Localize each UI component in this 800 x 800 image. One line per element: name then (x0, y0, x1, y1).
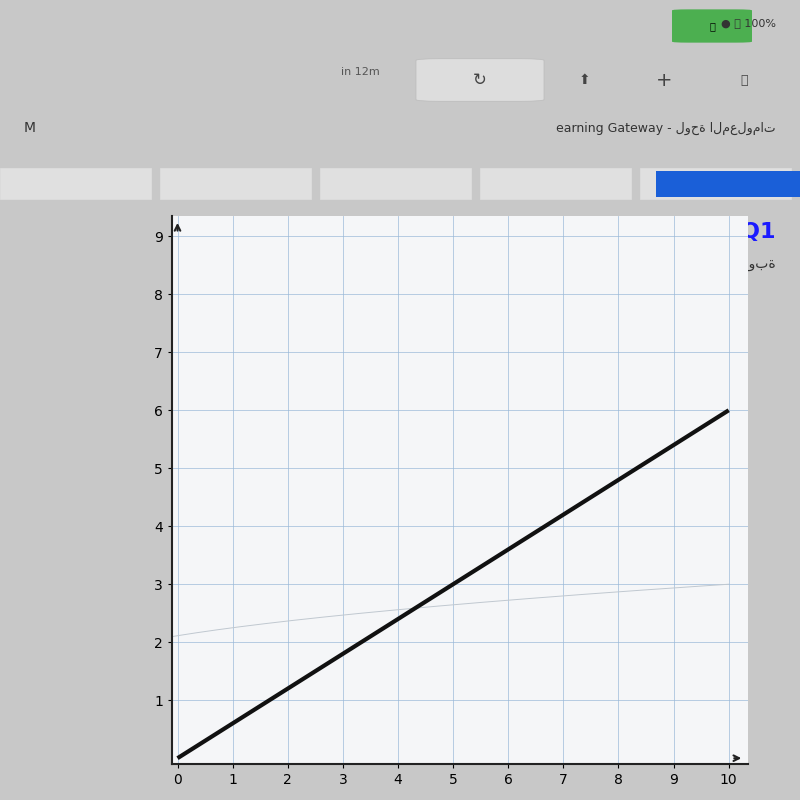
Bar (160, 168, 312, 200)
Text: in 12m: in 12m (341, 66, 379, 77)
Text: 📍: 📍 (700, 269, 708, 283)
Text: +: + (656, 70, 672, 90)
Bar (480, 168, 632, 200)
Text: 9 أسئلة - كل الأسئلة مطلوبة: 9 أسئلة - كل الأسئلة مطلوبة (548, 254, 776, 270)
Bar (320, 168, 472, 200)
FancyBboxPatch shape (416, 58, 544, 102)
Text: SBQ1: SBQ1 (709, 222, 776, 242)
Text: 📞: 📞 (709, 21, 715, 31)
Text: ↻: ↻ (473, 71, 487, 89)
Bar (640, 168, 792, 200)
Text: ⬜: ⬜ (740, 74, 748, 86)
Text: M: M (24, 121, 36, 135)
Text: ⬆: ⬆ (578, 73, 590, 87)
Bar (0, 168, 152, 200)
Text: ● ᯤ 100%: ● ᯤ 100% (721, 18, 776, 28)
FancyBboxPatch shape (672, 10, 752, 42)
Text: earning Gateway - لوحة المعلومات: earning Gateway - لوحة المعلومات (556, 122, 776, 134)
Bar (656, 171, 800, 197)
